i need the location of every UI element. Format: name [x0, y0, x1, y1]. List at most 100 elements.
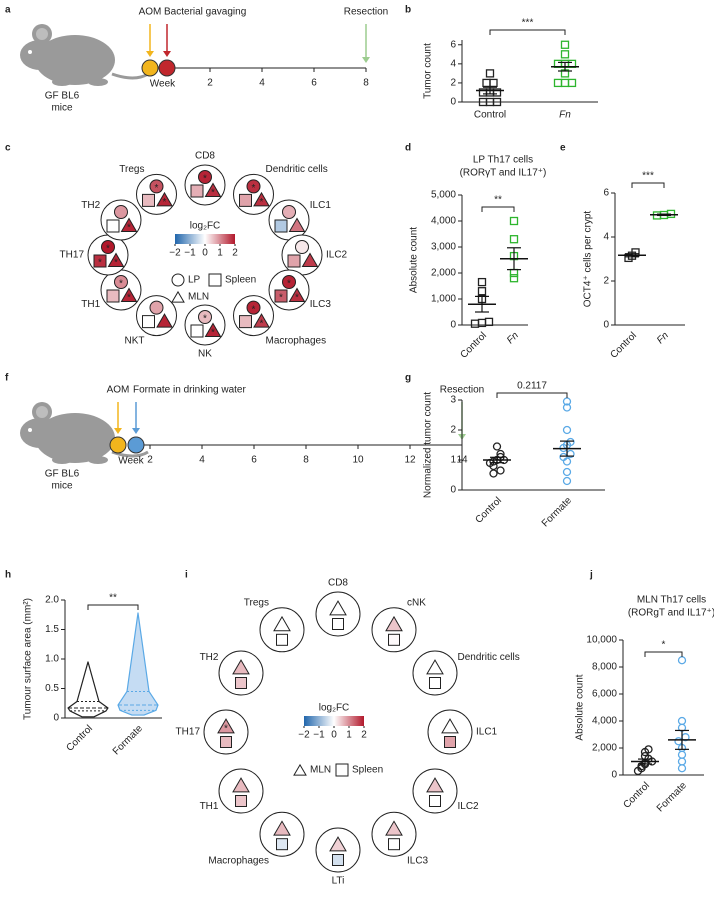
y-tick-label: 2 [450, 425, 456, 436]
y-tick-label: 8,000 [592, 662, 617, 673]
legend-label: MLN [188, 292, 209, 303]
data-point [560, 40, 570, 49]
panel-label: i [185, 570, 188, 581]
data-point [492, 97, 502, 107]
y-tick-label: 2,000 [592, 743, 617, 754]
spleen-marker [332, 854, 344, 866]
panel-label: j [589, 570, 593, 581]
x-tick-label: Control [64, 723, 95, 754]
timeline-tick-label: 6 [311, 78, 317, 89]
y-tick-label: 5,000 [431, 190, 456, 201]
spleen-marker [235, 677, 248, 689]
significance-label: ** [494, 195, 502, 206]
node-label: ILC3 [407, 856, 429, 867]
panel-label: d [405, 143, 411, 154]
significance-star: * [119, 279, 123, 290]
lp-marker [198, 310, 212, 324]
colorbar-tick-label: −2 [298, 730, 310, 741]
node-label: NKT [125, 335, 145, 346]
significance-bracket [496, 392, 568, 398]
colorbar [175, 234, 235, 244]
y-tick-label: 6,000 [592, 689, 617, 700]
data-point [477, 277, 487, 287]
mln-marker [171, 290, 185, 303]
significance-star: * [211, 188, 215, 199]
lp-marker [171, 273, 185, 287]
lp-marker [113, 205, 128, 219]
panel-label: h [5, 570, 11, 581]
y-tick-label: 0 [611, 770, 617, 781]
spleen-marker [276, 838, 288, 851]
colorbar-tick-label: 2 [361, 730, 367, 741]
node-label: TH17 [176, 727, 201, 738]
lp-marker [149, 300, 164, 315]
mln-marker [385, 820, 403, 836]
spleen-marker [287, 254, 301, 268]
data-point [492, 442, 502, 451]
mln-marker [385, 615, 403, 632]
node-label: Dendritic cells [266, 164, 328, 175]
data-point [677, 757, 687, 766]
significance-bracket [489, 29, 566, 35]
mln-marker [156, 313, 173, 328]
significance-star: * [252, 183, 256, 194]
y-tick-label: 0.5 [45, 683, 59, 694]
y-tick-label: 10,000 [586, 635, 617, 646]
y-axis-label: Tumour surface area (mm²) [23, 598, 34, 720]
significance-star: * [98, 258, 102, 269]
significance-label: *** [522, 18, 534, 29]
significance-bracket [644, 651, 683, 657]
significance-star: * [114, 258, 118, 269]
y-axis-label: Absolute count [575, 674, 586, 740]
x-tick-label: Formate [111, 723, 145, 757]
spleen-marker [335, 763, 349, 777]
colorbar-tick-label: −1 [184, 248, 196, 259]
spleen-marker [276, 633, 288, 646]
spleen-marker [388, 633, 400, 646]
event-arrowhead [132, 428, 140, 434]
legend-label: MLN [310, 765, 331, 776]
event-label: AOM [139, 7, 162, 18]
legend-label: Spleen [225, 275, 256, 286]
significance-star: * [127, 223, 131, 234]
significance-star: * [287, 279, 291, 290]
data-point [567, 78, 577, 88]
x-tick-label: Fn [655, 330, 671, 346]
spleen-marker [142, 193, 155, 207]
mouse-label: mice [51, 481, 73, 492]
node-label: TH2 [81, 200, 100, 211]
data-point [553, 78, 563, 88]
violin [67, 661, 109, 718]
node-label: ILC2 [458, 801, 480, 812]
data-point [562, 467, 572, 477]
y-axis-label: OCT4⁺ cells per crypt [583, 211, 594, 308]
node-label: ILC3 [310, 299, 332, 310]
chart-subtitle: (RORγT and IL17⁺) [460, 168, 547, 179]
colorbar-title: log₂FC [190, 221, 221, 232]
data-point [489, 469, 498, 478]
y-tick-label: 1.0 [45, 654, 59, 665]
spleen-marker [239, 193, 252, 207]
event-marker [158, 59, 176, 77]
node-label: TH17 [60, 250, 85, 261]
event-label: Resection [344, 7, 388, 18]
significance-label: * [662, 640, 666, 651]
spleen-marker [106, 219, 120, 233]
timeline-tick-label: 6 [251, 455, 257, 466]
spleen-marker [190, 324, 204, 338]
panel-label: f [5, 373, 9, 384]
data-point [509, 235, 519, 244]
x-tick-label: Control [621, 780, 652, 811]
node-label: TH1 [81, 299, 100, 310]
lp-marker [246, 300, 261, 315]
mln-marker [426, 659, 444, 675]
lp-marker [149, 179, 164, 194]
x-tick-label: Formate [655, 780, 689, 814]
node-label: ILC1 [476, 727, 498, 738]
event-label: AOM [107, 385, 130, 396]
y-tick-label: 0 [53, 713, 59, 724]
y-tick-label: 4 [603, 232, 609, 243]
spleen-marker [142, 315, 155, 329]
data-point [477, 287, 487, 296]
y-tick-label: 6 [450, 39, 456, 50]
